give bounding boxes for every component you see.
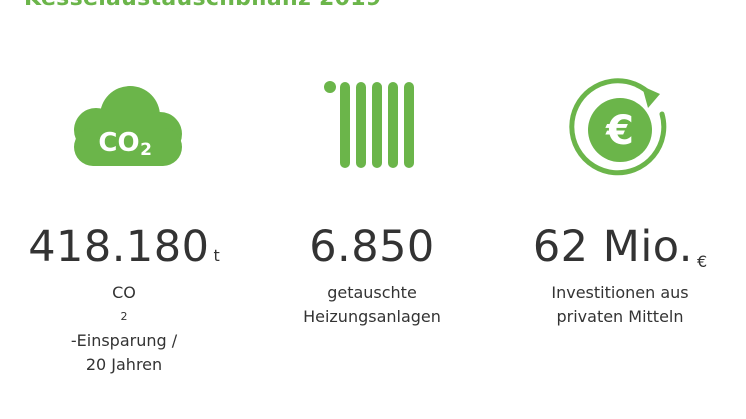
- stat-replaced-heating: 6.850 getauschte Heizungsanlagen: [248, 0, 496, 419]
- stat-caption-line2: Heizungsanlagen: [303, 307, 441, 326]
- euro-icon-label: €: [605, 108, 634, 154]
- stat-caption-line1: CO 2 -Einsparung /: [70, 283, 178, 350]
- stat-private-investment: € 62 Mio. € Investitionen aus privaten Mi…: [496, 0, 744, 419]
- stat-value: 62 Mio.: [532, 222, 693, 272]
- stat-value: 6.850: [309, 222, 435, 272]
- stat-caption-line2: privaten Mitteln: [556, 307, 684, 326]
- stat-value: 418.180: [28, 222, 210, 272]
- stat-caption: CO 2 -Einsparung / 20 Jahren: [0, 281, 248, 377]
- radiator-icon: [324, 81, 414, 168]
- stat-unit: €: [696, 252, 708, 271]
- page-title: Kesselaustauschbilanz 2019: [24, 0, 382, 11]
- euro-cycle-icon: €: [569, 78, 667, 176]
- svg-text:2: 2: [140, 140, 152, 160]
- co2-cloud-icon: CO 2: [74, 86, 182, 166]
- stat-caption-line1: getauschte: [327, 283, 417, 302]
- co2-icon-label: CO: [98, 128, 139, 158]
- stat-unit: t: [213, 246, 220, 265]
- stat-caption-line1: Investitionen aus: [551, 283, 689, 302]
- stat-caption: getauschte Heizungsanlagen: [248, 281, 496, 329]
- stat-co2-savings: CO 2 418.180 t CO 2 -Einsparung / 20 Jahren: [0, 0, 248, 419]
- stat-caption-line2: 20 Jahren: [85, 355, 163, 374]
- stat-caption: Investitionen aus privaten Mitteln: [496, 281, 744, 329]
